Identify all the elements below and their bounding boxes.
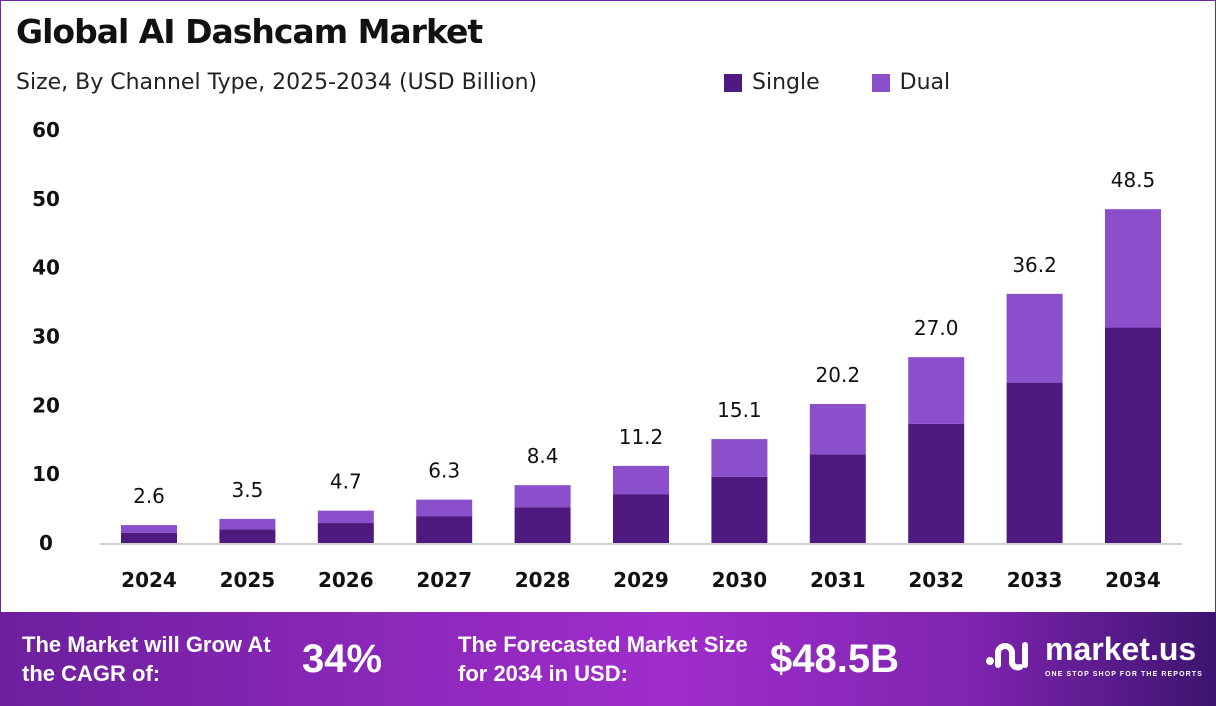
x-tick-label: 2032 (908, 568, 964, 592)
y-tick-label: 60 (32, 118, 60, 142)
data-label-total: 27.0 (914, 316, 959, 340)
legend-swatch-dual (871, 73, 890, 92)
data-label-total: 11.2 (619, 425, 664, 449)
bar-dual-2028 (514, 485, 571, 508)
legend-label-dual: Dual (899, 70, 951, 95)
bar-chart: 01020304050602.620243.520254.720266.3202… (32, 118, 1182, 592)
bar-single-2030 (711, 476, 768, 543)
legend: Single Dual (724, 70, 950, 95)
bar-dual-2026 (317, 510, 374, 524)
bar-dual-2027 (416, 499, 473, 517)
cagr-value: 34% (302, 637, 383, 681)
bar-dual-2032 (908, 357, 965, 424)
cagr-label: The Market will Grow At the CAGR of: (22, 632, 271, 686)
y-tick-label: 40 (32, 256, 60, 280)
bar-dual-2024 (121, 525, 177, 533)
x-tick-label: 2033 (1007, 568, 1063, 592)
bar-single-2028 (514, 507, 571, 543)
y-tick-label: 0 (39, 531, 53, 555)
data-label-total: 36.2 (1012, 253, 1057, 277)
bar-single-2029 (613, 494, 669, 543)
x-tick-label: 2030 (712, 568, 768, 592)
logo-text: market.us ONE STOP SHOP FOR THE REPORTS (1045, 630, 1203, 680)
bar-single-2026 (317, 523, 374, 543)
bar-dual-2033 (1006, 293, 1063, 383)
x-tick-label: 2029 (613, 568, 669, 592)
x-tick-label: 2025 (220, 568, 276, 592)
data-label-total: 48.5 (1111, 168, 1156, 192)
forecast-label: The Forecasted Market Size for 2034 in U… (458, 632, 748, 686)
logo-tagline: ONE STOP SHOP FOR THE REPORTS (1045, 671, 1203, 678)
data-label-total: 6.3 (428, 459, 460, 483)
y-tick-label: 30 (32, 325, 60, 349)
bar-single-2024 (121, 532, 177, 543)
bar-single-2025 (219, 529, 276, 543)
data-label-total: 15.1 (717, 398, 762, 422)
x-tick-label: 2026 (318, 568, 374, 592)
legend-item-single: Single (724, 70, 820, 95)
data-label-total: 8.4 (527, 444, 559, 468)
bar-dual-2031 (809, 403, 866, 455)
y-tick-label: 20 (32, 393, 60, 417)
bar-dual-2029 (613, 465, 669, 495)
forecast-value: $48.5B (770, 637, 899, 681)
bar-single-2034 (1105, 327, 1161, 543)
logo-icon (986, 642, 1028, 671)
chart-subtitle: Size, By Channel Type, 2025-2034 (USD Bi… (16, 70, 538, 95)
x-tick-label: 2027 (416, 568, 472, 592)
x-tick-label: 2028 (515, 568, 571, 592)
y-tick-label: 50 (32, 187, 60, 211)
data-label-total: 3.5 (231, 478, 263, 502)
x-tick-label: 2031 (810, 568, 866, 592)
bar-single-2032 (908, 423, 965, 543)
x-tick-label: 2024 (121, 568, 177, 592)
legend-item-dual: Dual (871, 70, 951, 95)
legend-label-single: Single (752, 70, 820, 95)
x-tick-label: 2034 (1105, 568, 1161, 592)
chart-title: Global AI Dashcam Market (16, 12, 483, 51)
legend-swatch-single (724, 73, 742, 92)
bar-dual-2034 (1105, 209, 1161, 328)
logo-name: market.us (1045, 631, 1197, 667)
bar-single-2027 (416, 516, 473, 543)
bar-single-2031 (809, 454, 866, 543)
data-label-total: 20.2 (816, 363, 861, 387)
bar-dual-2025 (219, 518, 276, 530)
logo: market.us ONE STOP SHOP FOR THE REPORTS (985, 630, 1203, 680)
data-label-total: 4.7 (330, 470, 362, 494)
footer-banner: The Market will Grow At the CAGR of: 34%… (0, 612, 1216, 706)
bar-dual-2030 (711, 439, 768, 477)
bar-single-2033 (1006, 382, 1063, 543)
data-label-total: 2.6 (133, 484, 165, 508)
y-tick-label: 10 (32, 462, 60, 486)
